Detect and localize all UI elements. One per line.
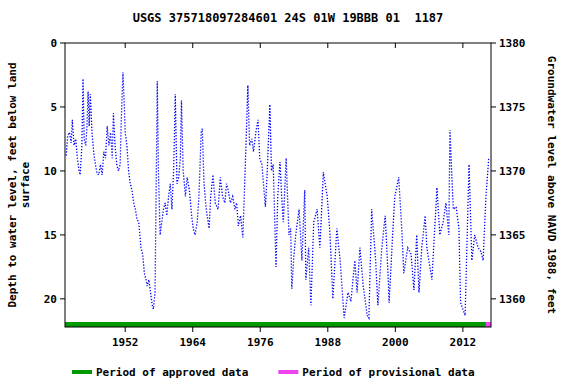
x-tick xyxy=(327,327,328,332)
x-tick xyxy=(260,43,261,48)
legend-swatch xyxy=(278,370,298,374)
x-tick xyxy=(327,43,328,48)
plot-area xyxy=(65,72,491,327)
legend-label: Period of approved data xyxy=(96,366,248,379)
y-axis-label: Depth to water level, feet below landsur… xyxy=(6,62,32,307)
y2-tick xyxy=(491,43,496,44)
x-tick xyxy=(462,43,463,48)
y2-tick-label: 1370 xyxy=(499,165,526,178)
period-bar xyxy=(486,322,491,327)
x-tick xyxy=(395,43,396,48)
x-tick-label: 2000 xyxy=(382,336,409,349)
x-tick xyxy=(125,327,126,332)
y2-tick xyxy=(491,106,496,107)
x-tick xyxy=(462,327,463,332)
x-tick xyxy=(125,43,126,48)
y2-tick-label: 1375 xyxy=(499,101,526,114)
y-tick-label: 20 xyxy=(44,293,57,306)
x-tick xyxy=(192,43,193,48)
x-tick-label: 2012 xyxy=(450,336,477,349)
plot-frame xyxy=(65,43,491,327)
y-tick xyxy=(60,43,65,44)
y2-axis-label: Groundwater level above NAVD 1988, feet xyxy=(545,56,558,314)
y-tick xyxy=(60,170,65,171)
y2-tick xyxy=(491,234,496,235)
y-tick xyxy=(60,298,65,299)
legend-label: Period of provisional data xyxy=(302,366,474,379)
y2-tick-label: 1360 xyxy=(499,293,526,306)
y2-tick xyxy=(491,298,496,299)
period-bar xyxy=(65,322,486,327)
x-tick-label: 1952 xyxy=(112,336,139,349)
y-tick xyxy=(60,234,65,235)
legend-swatch xyxy=(72,370,92,374)
x-tick-label: 1988 xyxy=(315,336,342,349)
y-tick-label: 0 xyxy=(50,37,57,50)
chart: USGS 375718097284601 24S 01W 19BBB 01 11… xyxy=(0,0,576,384)
y-tick xyxy=(60,106,65,107)
y-tick-label: 5 xyxy=(50,101,57,114)
background xyxy=(0,0,576,384)
x-tick xyxy=(192,327,193,332)
y2-tick-label: 1380 xyxy=(499,37,526,50)
x-tick xyxy=(395,327,396,332)
x-tick-label: 1976 xyxy=(247,336,274,349)
y2-tick-label: 1365 xyxy=(499,229,526,242)
x-tick-label: 1964 xyxy=(179,336,206,349)
y2-tick xyxy=(491,170,496,171)
water-level-line xyxy=(66,72,489,318)
x-tick xyxy=(260,327,261,332)
title: USGS 375718097284601 24S 01W 19BBB 01 11… xyxy=(133,11,444,25)
y-tick-label: 15 xyxy=(44,229,57,242)
y-tick-label: 10 xyxy=(44,165,57,178)
